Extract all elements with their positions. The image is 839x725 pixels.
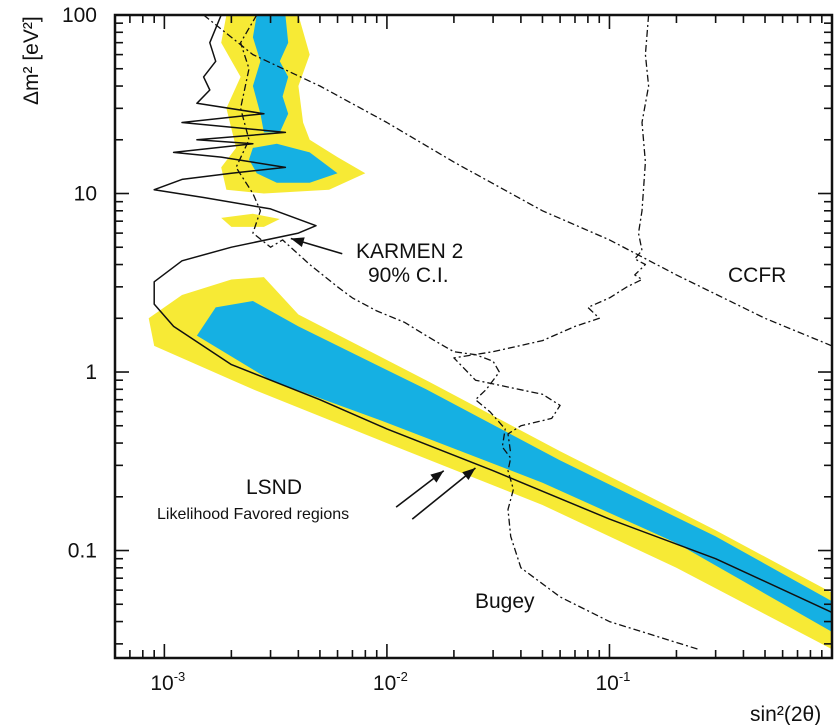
annotation-arrows bbox=[290, 237, 476, 520]
lsnd-label: LSND bbox=[246, 476, 302, 499]
y-tick-label: 1 bbox=[85, 361, 97, 384]
axis-ticks bbox=[114, 14, 833, 658]
x-axis-title: sin²(2θ) bbox=[750, 703, 821, 725]
y-axis-title-text: Δm² [eV²] bbox=[20, 16, 43, 105]
lsnd-outer-region-5 bbox=[221, 213, 280, 227]
lsnd-inner-region-4 bbox=[249, 143, 338, 183]
bugey-label: Bugey bbox=[475, 590, 535, 613]
lsnd-inner-region-1 bbox=[196, 301, 832, 632]
bugey-curve bbox=[235, 15, 699, 650]
lsnd-inner-region-3 bbox=[252, 15, 289, 133]
karmen-label: KARMEN 2 bbox=[356, 240, 463, 263]
x-axis-title-text: sin²(2θ) bbox=[750, 703, 821, 725]
lsnd-sublabel: Likelihood Favored regions bbox=[157, 506, 349, 523]
bugey-upper-curve bbox=[453, 15, 650, 454]
y-axis-title: Δm² [eV²] bbox=[20, 16, 43, 105]
y-tick-label: 100 bbox=[62, 4, 97, 27]
axis-tick-labels: 10-3 10-2 10-1 0.1 1 10 100 bbox=[62, 4, 630, 695]
karmen-arrow bbox=[290, 237, 343, 255]
favored-regions bbox=[148, 15, 832, 650]
karmen-cl-label: 90% C.I. bbox=[368, 264, 449, 287]
plot-frame bbox=[113, 13, 834, 660]
y-tick-label: 10 bbox=[74, 183, 97, 206]
y-tick-label: 0.1 bbox=[68, 540, 97, 563]
x-tick-label: 10-1 bbox=[595, 669, 630, 695]
lsnd-outer-arrow bbox=[395, 470, 445, 508]
lsnd-inner-arrow bbox=[411, 467, 476, 520]
x-tick-label: 10-2 bbox=[373, 669, 408, 695]
karmen-2-curve bbox=[153, 15, 832, 614]
x-tick-label: 10-3 bbox=[150, 669, 185, 695]
ccfr-curve bbox=[203, 15, 832, 347]
ccfr-label: CCFR bbox=[728, 264, 786, 287]
exclusion-curves bbox=[153, 15, 832, 650]
